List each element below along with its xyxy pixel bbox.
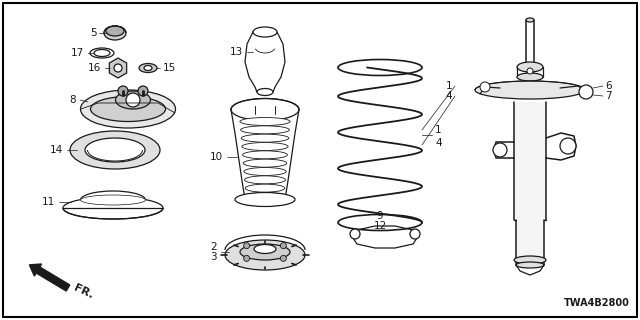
Circle shape bbox=[280, 255, 286, 261]
Ellipse shape bbox=[225, 240, 305, 270]
Ellipse shape bbox=[85, 138, 145, 162]
Ellipse shape bbox=[231, 99, 299, 121]
Bar bbox=[514, 102, 546, 220]
Polygon shape bbox=[109, 58, 127, 78]
Circle shape bbox=[126, 93, 140, 107]
Text: 1: 1 bbox=[435, 125, 442, 135]
Ellipse shape bbox=[70, 131, 160, 169]
Text: 10: 10 bbox=[210, 152, 223, 162]
Ellipse shape bbox=[106, 26, 124, 36]
Ellipse shape bbox=[253, 27, 277, 37]
Ellipse shape bbox=[90, 48, 114, 58]
Circle shape bbox=[560, 138, 576, 154]
Text: 9: 9 bbox=[377, 211, 383, 221]
Text: 7: 7 bbox=[605, 91, 612, 101]
Circle shape bbox=[244, 243, 250, 249]
Ellipse shape bbox=[240, 117, 290, 125]
Ellipse shape bbox=[242, 142, 288, 150]
Ellipse shape bbox=[244, 176, 285, 184]
Ellipse shape bbox=[517, 62, 543, 72]
Ellipse shape bbox=[63, 197, 163, 219]
Text: FR.: FR. bbox=[72, 283, 95, 301]
Ellipse shape bbox=[81, 195, 145, 205]
Ellipse shape bbox=[246, 193, 284, 201]
Text: 6: 6 bbox=[605, 81, 612, 91]
Ellipse shape bbox=[516, 262, 544, 268]
Text: 8: 8 bbox=[69, 95, 76, 105]
Text: 2: 2 bbox=[211, 242, 217, 252]
Ellipse shape bbox=[104, 26, 126, 40]
Ellipse shape bbox=[243, 151, 287, 159]
Ellipse shape bbox=[241, 134, 289, 142]
Text: TWA4B2800: TWA4B2800 bbox=[564, 298, 630, 308]
Text: 4: 4 bbox=[435, 138, 442, 148]
Ellipse shape bbox=[257, 89, 273, 95]
Circle shape bbox=[493, 143, 507, 157]
Ellipse shape bbox=[139, 63, 157, 73]
Ellipse shape bbox=[517, 73, 543, 81]
Circle shape bbox=[280, 243, 286, 249]
Ellipse shape bbox=[338, 60, 422, 76]
Circle shape bbox=[118, 86, 128, 96]
Text: 4: 4 bbox=[445, 91, 452, 101]
Text: 13: 13 bbox=[230, 47, 243, 57]
Ellipse shape bbox=[244, 167, 286, 175]
Circle shape bbox=[410, 229, 420, 239]
Ellipse shape bbox=[115, 91, 150, 109]
Text: 1: 1 bbox=[445, 81, 452, 91]
Text: 12: 12 bbox=[373, 221, 387, 231]
Text: 17: 17 bbox=[71, 48, 84, 58]
Ellipse shape bbox=[240, 244, 290, 260]
Ellipse shape bbox=[338, 214, 422, 230]
Circle shape bbox=[527, 68, 533, 74]
Circle shape bbox=[480, 82, 490, 92]
FancyArrow shape bbox=[29, 264, 70, 291]
Ellipse shape bbox=[243, 159, 287, 167]
Text: 16: 16 bbox=[88, 63, 101, 73]
Text: 11: 11 bbox=[42, 197, 55, 207]
Ellipse shape bbox=[514, 256, 546, 264]
Ellipse shape bbox=[254, 244, 276, 253]
Circle shape bbox=[138, 86, 148, 96]
Ellipse shape bbox=[144, 66, 152, 70]
Text: 3: 3 bbox=[211, 252, 217, 262]
Bar bbox=[516, 220, 544, 265]
Circle shape bbox=[579, 85, 593, 99]
Ellipse shape bbox=[81, 90, 175, 128]
Text: 5: 5 bbox=[90, 28, 97, 38]
Circle shape bbox=[244, 255, 250, 261]
Ellipse shape bbox=[90, 97, 166, 122]
Text: 15: 15 bbox=[163, 63, 176, 73]
Ellipse shape bbox=[241, 126, 289, 134]
Ellipse shape bbox=[94, 50, 110, 57]
Text: 14: 14 bbox=[50, 145, 63, 155]
Ellipse shape bbox=[475, 81, 585, 99]
Ellipse shape bbox=[245, 184, 285, 192]
Ellipse shape bbox=[235, 193, 295, 206]
Circle shape bbox=[114, 64, 122, 72]
Ellipse shape bbox=[526, 18, 534, 22]
Circle shape bbox=[350, 229, 360, 239]
